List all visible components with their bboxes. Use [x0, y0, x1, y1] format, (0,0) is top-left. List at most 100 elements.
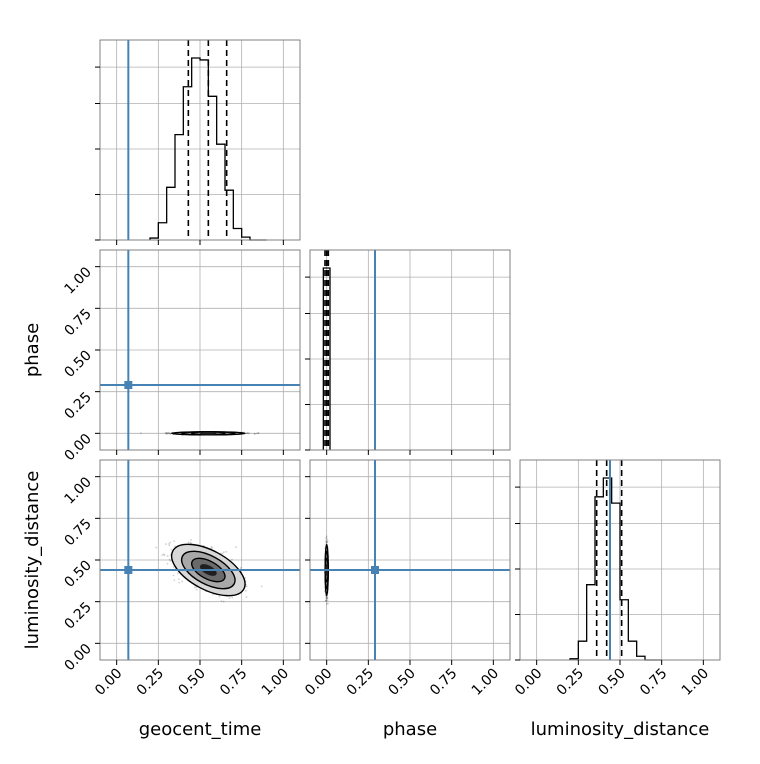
sample-point-r2-c0 — [260, 585, 263, 588]
sample-point-r2-c0 — [162, 553, 165, 556]
density-contour-r1-c0-3 — [200, 431, 217, 435]
sample-point-r2-c0 — [222, 600, 225, 603]
sample-point-r2-c0 — [223, 551, 225, 554]
sample-point-r2-c0 — [245, 585, 248, 588]
sample-point-r2-c1 — [326, 596, 329, 599]
sample-point-r2-c1 — [324, 600, 327, 602]
sample-point-r2-c0 — [231, 596, 234, 599]
sample-point-r2-c0 — [166, 555, 169, 557]
histogram-geocent_time — [149, 57, 267, 241]
injection-marker-r2-c1 — [371, 566, 379, 574]
sample-point-r1-c0 — [167, 432, 170, 434]
sample-point-r2-c0 — [245, 596, 248, 598]
ticks-layer: 0.000.250.500.751.000.00 0.25 0.50 0.75 1.00… — [61, 66, 712, 699]
sample-point-r2-c1 — [325, 596, 328, 599]
sample-point-r2-c0 — [174, 545, 176, 548]
sample-point-r1-c0 — [257, 431, 260, 434]
sample-point-r2-c1 — [325, 599, 328, 602]
xtick-label-phase-0: 0.00 — [302, 666, 335, 699]
xtick-label-geocent_time-3: 0.75 — [217, 666, 250, 699]
sample-point-r2-c1 — [326, 540, 329, 542]
sample-point-r2-c0 — [172, 574, 175, 577]
sample-point-r1-c0 — [167, 431, 170, 434]
ytick-label-luminosity_distance-3: 0.75 — [61, 516, 94, 549]
xtick-label-phase-4: 1.00 — [469, 666, 502, 699]
xtick-label-luminosity_distance-3: 0.75 — [637, 666, 670, 699]
ytick-label-phase-3: 0.75 — [61, 306, 94, 339]
sample-point-r2-c1 — [325, 541, 327, 544]
sample-point-r2-c0 — [163, 554, 166, 557]
y-axis-label-phase: phase — [22, 323, 43, 377]
y-axis-label-luminosity-distance: luminosity_distance — [22, 471, 43, 650]
sample-point-r1-c0 — [166, 431, 169, 434]
xtick-label-luminosity_distance-2: 0.50 — [595, 666, 628, 699]
ytick-label-luminosity_distance-1: 0.25 — [61, 599, 94, 632]
sample-point-r2-c0 — [166, 562, 169, 565]
sample-point-r1-c0 — [248, 432, 251, 435]
sample-point-r2-c0 — [234, 546, 237, 549]
ytick-label-luminosity_distance-2: 0.50 — [61, 558, 94, 591]
sample-point-r2-c0 — [228, 597, 231, 599]
sample-point-r2-c1 — [325, 540, 327, 542]
xtick-label-phase-2: 0.50 — [385, 666, 418, 699]
ytick-label-phase-1: 0.25 — [61, 389, 94, 422]
sample-point-r2-c1 — [325, 602, 328, 605]
sample-point-r1-c0 — [165, 432, 168, 435]
sample-point-r2-c1 — [326, 597, 329, 600]
xtick-label-luminosity_distance-0: 0.00 — [512, 666, 545, 699]
ytick-label-luminosity_distance-0: 0.00 — [61, 641, 94, 674]
sample-point-r2-c0 — [168, 558, 171, 561]
sample-point-r2-c0 — [161, 554, 164, 557]
sample-point-r1-c0 — [256, 432, 258, 435]
sample-point-r1-c0 — [169, 432, 172, 435]
sample-point-r2-c1 — [327, 602, 329, 605]
x-axis-label-luminosity-distance: luminosity_distance — [531, 719, 710, 740]
sample-point-r2-c0 — [181, 580, 183, 583]
sample-point-r2-c0 — [168, 544, 171, 547]
sample-point-r2-c0 — [155, 546, 158, 549]
sample-point-r2-c0 — [173, 540, 176, 543]
sample-point-r2-c0 — [221, 552, 224, 555]
sample-point-r2-c0 — [176, 572, 179, 575]
sample-point-r1-c0 — [246, 432, 249, 434]
sample-point-r2-c0 — [169, 559, 172, 562]
sample-point-r2-c0 — [210, 545, 213, 548]
sample-point-r2-c0 — [218, 595, 221, 598]
sample-point-r1-c0 — [254, 433, 256, 435]
ytick-label-phase-4: 1.00 — [61, 264, 94, 297]
ytick-label-phase-2: 0.50 — [61, 348, 94, 381]
sample-point-r2-c0 — [172, 566, 175, 568]
sample-point-r2-c0 — [195, 588, 198, 591]
sample-point-r2-c0 — [170, 548, 173, 551]
grid-layer — [100, 40, 720, 660]
sample-point-r2-c0 — [220, 600, 223, 602]
sample-point-r1-c0 — [245, 432, 248, 435]
x-axis-label-phase: phase — [383, 719, 437, 740]
sample-point-r2-c0 — [173, 579, 176, 582]
histogram-luminosity_distance — [569, 477, 662, 661]
sample-point-r1-c0 — [169, 432, 172, 435]
sample-point-r2-c1 — [326, 599, 329, 602]
sample-point-r2-c0 — [244, 589, 247, 592]
ytick-label-phase-0: 0.00 — [61, 431, 94, 464]
sample-point-r1-c0 — [140, 432, 142, 434]
sample-point-r2-c0 — [164, 543, 167, 545]
sample-point-r2-c1 — [326, 538, 328, 541]
sample-point-r2-c0 — [211, 547, 214, 549]
sample-point-r2-c0 — [190, 539, 192, 541]
sample-point-r2-c1 — [325, 597, 328, 600]
sample-point-r2-c1 — [325, 535, 328, 538]
xtick-label-phase-1: 0.25 — [344, 666, 377, 699]
histogram-phase — [322, 267, 331, 450]
sample-point-r2-c0 — [168, 542, 170, 545]
sample-point-r2-c1 — [325, 537, 327, 539]
sample-point-r2-c0 — [178, 578, 180, 581]
sample-point-r2-c0 — [231, 558, 233, 561]
sample-point-r1-c0 — [168, 432, 171, 435]
xtick-label-luminosity_distance-4: 1.00 — [679, 666, 712, 699]
xtick-label-geocent_time-1: 0.25 — [134, 666, 167, 699]
sample-point-r2-c0 — [169, 541, 172, 544]
sample-point-r2-c0 — [225, 550, 228, 553]
sample-point-r1-c0 — [257, 432, 260, 435]
sample-point-r1-c0 — [253, 432, 256, 435]
